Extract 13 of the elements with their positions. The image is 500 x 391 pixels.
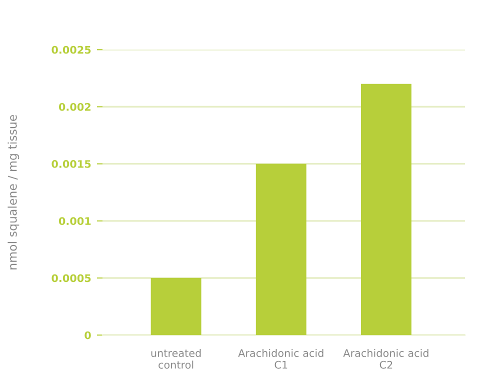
y-tick-label: 0.0015 [52, 160, 91, 168]
x-tick-label: Arachidonic acid C1 [238, 348, 324, 369]
y-tick-label: 0.002 [58, 102, 90, 111]
bar [360, 84, 412, 336]
y-tick-label: 0 [84, 331, 91, 340]
y-axis-title: nmol squalene / mg tissue [8, 114, 20, 270]
x-tick-label: untreated control [151, 348, 201, 369]
y-tick-label: 0.0005 [52, 274, 91, 282]
bar [256, 164, 306, 336]
y-tick-label: 0.001 [58, 217, 91, 226]
x-tick-label: Arachidonic acid C2 [343, 348, 428, 369]
bar [150, 278, 202, 336]
y-tick-label: 0.0025 [52, 46, 91, 54]
